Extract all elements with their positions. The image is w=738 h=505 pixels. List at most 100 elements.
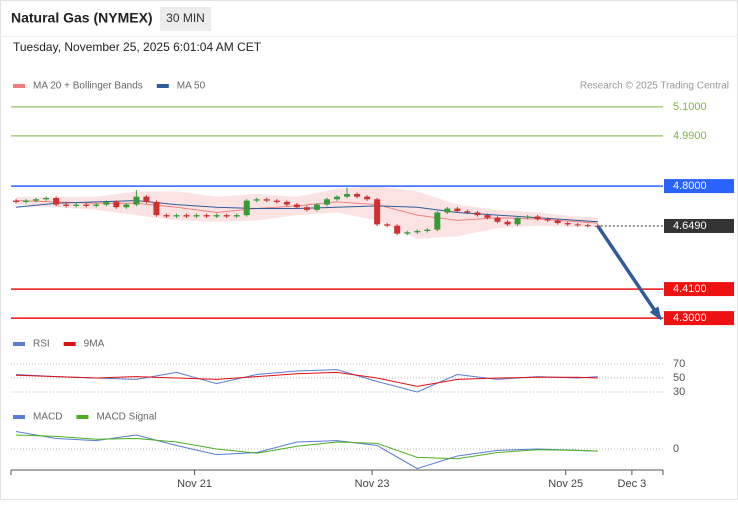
candle-body [524, 216, 531, 218]
candle-body [223, 215, 230, 217]
candle-body [153, 201, 160, 216]
candle-body [73, 204, 80, 206]
candle-body [213, 215, 220, 217]
candle-body [13, 200, 20, 202]
candle-body [464, 211, 471, 213]
candle-body [83, 204, 90, 206]
y-tick-label: 70 [673, 358, 685, 370]
candle-body [123, 204, 130, 208]
candle-body [374, 199, 381, 225]
candle-body [303, 207, 310, 210]
candle-body [333, 196, 341, 200]
level-label: 4.8000 [673, 180, 707, 192]
candle-body [163, 215, 170, 217]
candle-body [564, 223, 571, 225]
x-tick-label: Nov 23 [355, 478, 390, 490]
candle-body [424, 229, 431, 231]
candle-body [113, 201, 120, 208]
candle-body [273, 200, 280, 202]
candle-body [364, 196, 371, 200]
level-label: 4.4100 [673, 283, 707, 295]
legend-swatch [156, 84, 169, 88]
timeframe: 30 MIN [166, 11, 205, 25]
candle-body [313, 204, 320, 210]
projection-arrow [596, 224, 662, 320]
candle-body [203, 215, 210, 217]
indicator-line [15, 431, 598, 470]
x-tick-label: Dec 3 [618, 478, 647, 490]
candle-body [103, 201, 110, 205]
legend-label: MACD Signal [96, 412, 156, 423]
candle-body [23, 200, 30, 202]
candle-body [43, 197, 50, 200]
candle-body [344, 194, 351, 197]
level-label: 5.1000 [673, 101, 707, 113]
y-tick-label: 30 [673, 386, 685, 398]
legend-label: RSI [33, 339, 50, 350]
legend-swatch [63, 342, 76, 346]
timeframe-badge [160, 7, 211, 31]
candle-body [574, 224, 581, 226]
x-tick-label: Nov 25 [548, 478, 583, 490]
candle-body [63, 204, 70, 206]
candle-body [283, 201, 290, 205]
level-box [664, 311, 734, 326]
datetime: Tuesday, November 25, 2025 6:01:04 AM CE… [13, 40, 262, 54]
candle-body [193, 215, 200, 217]
candle-body [414, 230, 421, 233]
level-box [664, 282, 734, 297]
indicator-line [15, 434, 598, 460]
y-tick-label: 50 [673, 372, 685, 384]
level-label: 4.6490 [673, 220, 707, 232]
candle-body [534, 216, 541, 220]
legend-swatch [13, 84, 25, 88]
candle-body [394, 225, 401, 234]
candle-body [474, 212, 481, 216]
candle-body [293, 204, 300, 208]
candle-body [233, 215, 240, 217]
level-box [664, 179, 734, 194]
candle-body [544, 219, 551, 221]
indicator-line [15, 371, 598, 387]
candle-body [263, 199, 270, 201]
candle-body [434, 212, 441, 230]
arrow-head [649, 306, 662, 321]
candle-body [454, 208, 461, 212]
candle-body [133, 196, 140, 205]
candle-body [33, 199, 40, 201]
legend-swatch [13, 342, 25, 346]
legend-swatch [76, 415, 89, 419]
candle-body [584, 225, 591, 227]
candle-body [514, 217, 521, 225]
candle-body [253, 199, 260, 201]
legend-label: 9MA [84, 339, 105, 350]
legend-label: MA 50 [177, 81, 206, 92]
candle-body [323, 199, 330, 205]
legend-label: MACD [33, 412, 62, 423]
candle-body [484, 215, 491, 218]
candle-body [53, 197, 60, 205]
candle-body [504, 221, 511, 225]
candle-body [173, 215, 180, 217]
candle-body [354, 194, 361, 197]
candle-body [404, 232, 411, 234]
level-label: 4.3000 [673, 312, 707, 324]
level-box [664, 218, 734, 233]
legend-label: MA 20 + Bollinger Bands [33, 81, 143, 92]
watermark: Research © 2025 Trading Central [580, 81, 729, 92]
y-tick-label: 0 [673, 443, 679, 455]
chart-title: Natural Gas (NYMEX) [11, 10, 153, 26]
candle-body [243, 200, 250, 216]
candle-body [494, 217, 501, 222]
candle-body [554, 220, 561, 224]
x-tick-label: Nov 21 [177, 478, 212, 490]
candle-body [143, 196, 150, 202]
candle-body [93, 204, 100, 206]
candle-body [183, 215, 190, 217]
level-label: 4.9900 [673, 130, 707, 142]
candle-body [444, 208, 451, 213]
bollinger-band [16, 186, 598, 239]
candle-body [384, 224, 391, 226]
